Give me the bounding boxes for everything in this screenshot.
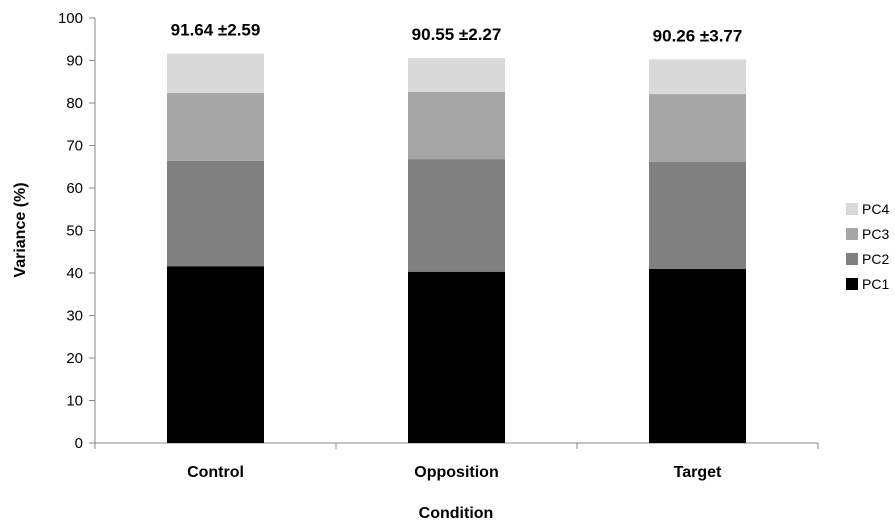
legend-label-pc1: PC1 <box>862 276 889 292</box>
legend-label-pc4: PC4 <box>862 201 889 217</box>
y-tick-label: 0 <box>75 435 83 452</box>
bar-segment-pc4 <box>167 53 264 93</box>
bar-segment-pc2 <box>167 160 264 267</box>
x-category-label: Target <box>674 464 722 481</box>
y-tick-label: 60 <box>66 180 83 197</box>
legend-swatch-pc2 <box>846 253 858 265</box>
y-tick-label: 40 <box>66 265 83 282</box>
legend: PC4 PC3 PC2 PC1 <box>846 201 889 292</box>
bar-segment-pc3 <box>408 91 505 160</box>
y-tick-label: 10 <box>66 393 83 410</box>
bar-segment-pc1 <box>408 271 505 443</box>
y-tick-label: 80 <box>66 95 83 112</box>
y-tick-label: 100 <box>58 10 83 27</box>
bar-segment-pc3 <box>649 94 746 162</box>
legend-swatch-pc4 <box>846 203 858 215</box>
bar-segment-pc4 <box>649 59 746 95</box>
bar-segment-pc3 <box>167 92 264 161</box>
x-category-label: Control <box>187 464 244 481</box>
bar-total-label: 90.55 ±2.27 <box>412 25 502 44</box>
x-axis: Control Opposition Target <box>94 442 819 481</box>
bar-segment-pc4 <box>408 58 505 92</box>
y-tick-label: 30 <box>66 308 83 325</box>
y-tick-label: 50 <box>66 223 83 240</box>
y-axis-title: Variance (%) <box>12 182 29 277</box>
x-axis-title: Condition <box>419 505 494 522</box>
bar-total-label: 91.64 ±2.59 <box>171 21 261 40</box>
bar-segment-pc1 <box>167 266 264 443</box>
x-category-label: Opposition <box>414 464 498 481</box>
bars <box>167 53 746 443</box>
legend-swatch-pc3 <box>846 228 858 240</box>
legend-label-pc3: PC3 <box>862 226 889 242</box>
y-axis: 0 10 20 30 40 50 60 70 80 90 100 <box>58 10 96 452</box>
bar-total-label: 90.26 ±3.77 <box>653 26 743 45</box>
bar-segment-pc1 <box>649 268 746 443</box>
legend-swatch-pc1 <box>846 278 858 290</box>
y-tick-label: 70 <box>66 138 83 155</box>
bar-segment-pc2 <box>408 159 505 272</box>
legend-label-pc2: PC2 <box>862 251 889 267</box>
total-labels: 91.64 ±2.59 90.55 ±2.27 90.26 ±3.77 <box>171 21 743 46</box>
y-tick-label: 90 <box>66 53 83 70</box>
y-tick-label: 20 <box>66 350 83 367</box>
bar-segment-pc2 <box>649 161 746 269</box>
